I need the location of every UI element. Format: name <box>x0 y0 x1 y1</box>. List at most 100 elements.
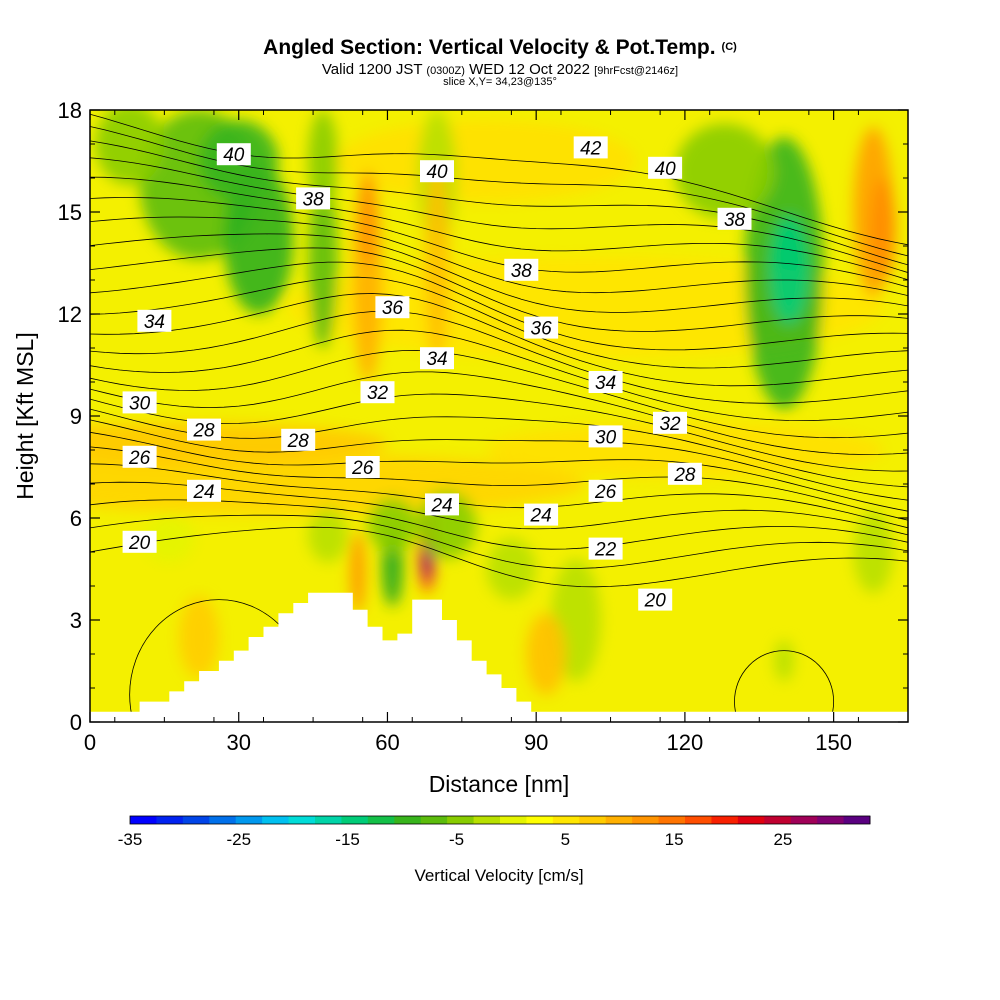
colorbar-swatch <box>288 816 316 824</box>
theta-contour <box>734 650 835 722</box>
theta-contour <box>90 157 908 273</box>
theta-label-box <box>638 588 673 611</box>
theta-label-text: 34 <box>426 349 447 370</box>
slice-info: slice X,Y= 34,23@135° <box>443 76 557 88</box>
colorbar-tick-label: 25 <box>773 830 792 849</box>
theta-label-text: 40 <box>223 145 245 166</box>
colorbar-frame <box>129 815 871 825</box>
colorbar-tick-label: 15 <box>665 830 684 849</box>
theta-label-text: 26 <box>351 458 374 479</box>
colorbar-swatch <box>843 816 871 824</box>
theta-label: 40 <box>420 160 454 183</box>
theta-contour <box>90 276 908 369</box>
theta-label: 34 <box>137 309 172 333</box>
velocity-cell <box>424 548 431 576</box>
plot-area: 40 38 40 42 40 38 38 36 34 36 34 34 32 30 32 28 28 30 26 26… <box>90 110 908 722</box>
theta-label: 36 <box>524 316 559 340</box>
theta-label-text: 38 <box>303 189 325 210</box>
theta-label-text: 22 <box>594 540 617 561</box>
theta-contour <box>90 408 908 488</box>
velocity-cell <box>526 613 566 695</box>
velocity-cell <box>774 640 794 682</box>
velocity-shading <box>90 110 896 695</box>
theta-label-box <box>588 537 623 560</box>
theta-label-box <box>345 456 380 478</box>
colorbar-swatch <box>156 816 184 824</box>
y-tick-label: 0 <box>70 710 82 735</box>
theta-label: 22 <box>588 537 623 561</box>
theta-label: 24 <box>524 503 559 527</box>
theta-label: 30 <box>588 425 623 448</box>
theta-label: 34 <box>420 347 454 370</box>
velocity-cell <box>144 514 195 563</box>
theta-label: 26 <box>122 445 157 469</box>
theta-label: 24 <box>187 479 221 503</box>
x-tick-label: 120 <box>667 730 704 755</box>
theta-label-box <box>717 207 752 230</box>
colorbar-swatch <box>182 816 210 824</box>
theta-contour <box>90 140 908 266</box>
colorbar-swatch <box>341 816 369 824</box>
velocity-cell <box>350 531 366 614</box>
theta-label-text: 24 <box>530 506 552 527</box>
theta-label: 28 <box>281 428 316 452</box>
theta-label-text: 20 <box>128 533 151 554</box>
velocity-cell <box>853 511 894 593</box>
theta-contour <box>90 526 908 588</box>
theta-label-box <box>122 391 157 414</box>
copyright-mark: (C) <box>721 41 737 53</box>
theta-contour <box>90 481 908 536</box>
theta-label-text: 38 <box>724 210 746 231</box>
valid-date: WED 12 Oct 2022 <box>469 61 590 78</box>
theta-label: 32 <box>653 411 687 435</box>
colorbar-swatch <box>315 816 342 824</box>
theta-contour <box>90 261 908 351</box>
velocity-cell <box>94 110 165 185</box>
theta-label-box <box>122 530 157 553</box>
colorbar-swatch <box>235 816 263 824</box>
colorbar-swatch <box>605 816 633 824</box>
theta-contour <box>90 350 908 439</box>
theta-label-box <box>573 136 608 159</box>
theta-label-box <box>524 503 559 526</box>
y-tick-label: 9 <box>70 404 82 429</box>
theta-label-box <box>588 371 623 393</box>
velocity-cell <box>486 538 537 600</box>
theta-label-box <box>187 418 221 441</box>
colorbar-tick-label: -35 <box>118 830 143 849</box>
theta-label-box <box>216 143 251 166</box>
theta-label-text: 36 <box>382 298 404 319</box>
theta-label: 42 <box>573 136 608 159</box>
y-tick-label: 18 <box>58 98 82 123</box>
theta-labels: 40 38 40 42 40 38 38 36 34 36 34 34 32 30 32 28 28 30 26 26… <box>122 136 752 612</box>
valid-time: Valid 1200 JST (0300Z) WED 12 Oct 2022 [… <box>321 61 679 78</box>
colorbar-swatch <box>658 816 686 824</box>
colorbar-swatch <box>632 816 660 824</box>
theta-label-text: 42 <box>580 138 602 159</box>
theta-label-text: 32 <box>367 383 389 404</box>
velocity-cell <box>486 422 884 478</box>
colorbar-swatch <box>420 816 448 824</box>
velocity-cell <box>308 178 338 348</box>
colorbar-swatch <box>711 816 739 824</box>
theta-contour <box>90 499 908 550</box>
theta-contour <box>90 247 908 332</box>
theta-label-box <box>420 160 454 183</box>
theta-label-box <box>653 411 687 434</box>
x-tick-label: 60 <box>375 730 399 755</box>
y-tick-label: 6 <box>70 506 82 531</box>
colorbar-swatch <box>473 816 501 824</box>
y-tick-label: 3 <box>70 608 82 633</box>
theta-label-text: 26 <box>594 482 617 503</box>
theta-label-box <box>360 381 395 404</box>
y-tick-label: 12 <box>58 302 82 327</box>
colorbar-swatch <box>790 816 818 824</box>
theta-contour <box>90 176 908 281</box>
theta-label-text: 26 <box>128 448 151 469</box>
colorbar-swatch <box>367 816 395 824</box>
theta-label-box <box>667 462 702 485</box>
colorbar-swatch <box>500 816 527 824</box>
theta-label-text: 38 <box>511 261 533 282</box>
